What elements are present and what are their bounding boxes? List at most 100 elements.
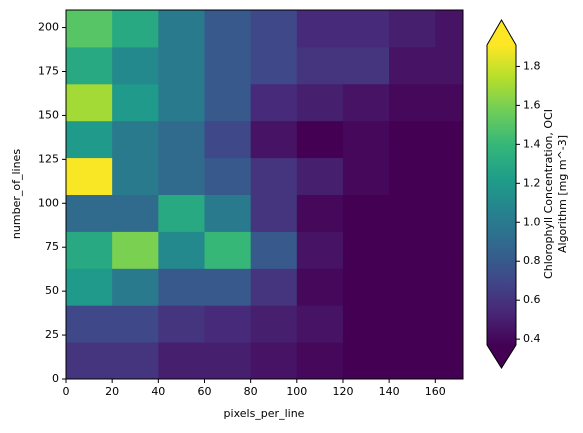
- y-tick-label: 125: [38, 152, 59, 165]
- heatmap-cell: [342, 194, 390, 232]
- y-tick-label: 175: [38, 65, 59, 78]
- heatmap-cell: [342, 342, 390, 380]
- heatmap-cell: [112, 83, 159, 122]
- heatmap-cell: [204, 157, 252, 195]
- x-tick-label: 20: [105, 385, 119, 398]
- heatmap-cell: [389, 342, 436, 380]
- heatmap-cell: [389, 194, 436, 232]
- heatmap-cell: [342, 305, 390, 343]
- heatmap-cell: [342, 120, 390, 159]
- heatmap-cell: [342, 268, 390, 306]
- heatmap-cell: [112, 10, 159, 48]
- heatmap-cell: [158, 10, 205, 48]
- heatmap-cell: [204, 342, 252, 380]
- heatmap-cell: [66, 268, 113, 306]
- heatmap-cell: [112, 157, 159, 195]
- heatmap-cell: [389, 46, 436, 85]
- plot-frame: [65, 9, 464, 380]
- heatmap-cell: [112, 305, 159, 343]
- heatmap-cell: [66, 10, 113, 48]
- heatmap-cell: [66, 194, 113, 232]
- x-tick-label: 0: [63, 385, 70, 398]
- y-tick-label: 0: [52, 372, 59, 385]
- heatmap-cell: [250, 83, 298, 122]
- heatmap-cell: [250, 305, 298, 343]
- heatmap: [66, 10, 464, 380]
- heatmap-cell: [204, 10, 252, 48]
- colorbar-extend-top: [487, 20, 516, 45]
- heatmap-cell: [112, 231, 159, 269]
- heatmap-cell: [389, 231, 436, 269]
- heatmap-cell: [204, 120, 252, 159]
- heatmap-cell: [389, 120, 436, 159]
- heatmap-cell: [250, 46, 298, 85]
- heatmap-cell: [296, 157, 344, 195]
- heatmap-cell: [435, 305, 464, 343]
- heatmap-cell: [435, 157, 464, 195]
- heatmap-cell: [158, 194, 205, 232]
- y-tick-label: 100: [38, 196, 59, 209]
- heatmap-cell: [112, 46, 159, 85]
- colorbar-tick-label: 0.8: [523, 254, 541, 267]
- y-tick-label: 25: [45, 328, 59, 341]
- heatmap-cell: [296, 46, 344, 85]
- heatmap-cell: [435, 46, 464, 85]
- heatmap-cell: [250, 10, 298, 48]
- heatmap-cell: [296, 342, 344, 380]
- y-axis-label: number_of_lines: [10, 149, 23, 239]
- heatmap-cell: [66, 46, 113, 85]
- heatmap-cell: [342, 231, 390, 269]
- heatmap-cell: [66, 342, 113, 380]
- x-tick-label: 140: [379, 385, 400, 398]
- heatmap-cell: [158, 46, 205, 85]
- y-tick-label: 150: [38, 108, 59, 121]
- heatmap-cell: [435, 268, 464, 306]
- heatmap-cell: [250, 342, 298, 380]
- colorbar-tick-label: 1.4: [523, 137, 541, 150]
- colorbar-tick-label: 1.6: [523, 98, 541, 111]
- heatmap-cell: [296, 120, 344, 159]
- heatmap-cell: [112, 342, 159, 380]
- heatmap-cell: [204, 305, 252, 343]
- heatmap-cell: [342, 46, 390, 85]
- heatmap-cell: [112, 194, 159, 232]
- y-tick-label: 75: [45, 240, 59, 253]
- heatmap-cell: [389, 10, 436, 48]
- heatmap-cell: [250, 194, 298, 232]
- heatmap-cell: [158, 305, 205, 343]
- heatmap-cell: [342, 83, 390, 122]
- heatmap-cell: [158, 342, 205, 380]
- heatmap-cell: [250, 268, 298, 306]
- x-tick-label: 60: [197, 385, 211, 398]
- heatmap-cell: [250, 120, 298, 159]
- heatmap-cell: [66, 305, 113, 343]
- heatmap-cell: [158, 268, 205, 306]
- heatmap-cell: [112, 268, 159, 306]
- heatmap-cell: [435, 194, 464, 232]
- heatmap-cell: [389, 268, 436, 306]
- heatmap-cell: [435, 342, 464, 380]
- heatmap-cell: [66, 231, 113, 269]
- heatmap-cell: [204, 194, 252, 232]
- heatmap-cell: [204, 83, 252, 122]
- heatmap-cell: [435, 120, 464, 159]
- heatmap-cell: [204, 268, 252, 306]
- heatmap-cell: [435, 83, 464, 122]
- heatmap-cell: [204, 46, 252, 85]
- colorbar-frame: [486, 19, 517, 369]
- x-axis-label: pixels_per_line: [224, 407, 305, 420]
- heatmap-cell: [204, 231, 252, 269]
- heatmap-cell: [158, 157, 205, 195]
- heatmap-cell: [66, 120, 113, 159]
- colorbar-tick-label: 1.0: [523, 215, 541, 228]
- heatmap-cell: [296, 305, 344, 343]
- colorbar-tick-label: 0.6: [523, 293, 541, 306]
- x-tick-label: 100: [286, 385, 307, 398]
- heatmap-cell: [389, 83, 436, 122]
- heatmap-cell: [158, 231, 205, 269]
- colorbar-tick-label: 1.8: [523, 59, 541, 72]
- heatmap-cell: [66, 157, 113, 195]
- colorbar-tick-label: 1.2: [523, 176, 541, 189]
- heatmap-cell: [435, 231, 464, 269]
